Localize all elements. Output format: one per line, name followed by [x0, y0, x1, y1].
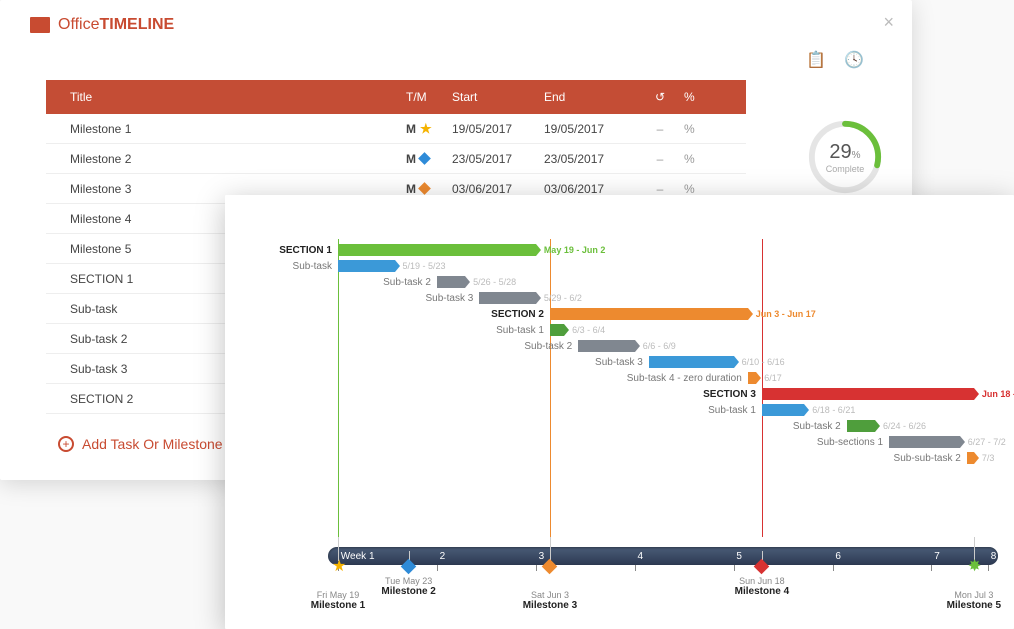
diamond-icon: [401, 559, 417, 575]
gantt-bar[interactable]: Sub-sections 16/27 - 7/2: [889, 435, 1006, 449]
gantt-bar[interactable]: Sub-sub-task 27/3: [967, 451, 995, 465]
milestone-marker[interactable]: [543, 561, 557, 575]
table-row[interactable]: Milestone 1M★19/05/201719/05/2017–%: [46, 114, 746, 144]
plus-icon: +: [58, 436, 74, 452]
section-divider: [550, 239, 551, 537]
star-icon: ★: [420, 123, 432, 135]
axis-tick: 8: [988, 547, 996, 565]
diamond-icon: [542, 559, 558, 575]
milestone-marker[interactable]: ★: [331, 561, 345, 575]
add-task-button[interactable]: + Add Task Or Milestone: [58, 436, 223, 452]
gantt-chart: Week 1 2 3 4 5 6 7 8 SECTION 1May 19 - J…: [243, 223, 996, 611]
col-history[interactable]: ↺: [636, 90, 684, 104]
history-icon[interactable]: 🕓: [844, 50, 864, 70]
col-end[interactable]: End: [544, 90, 636, 104]
diamond-icon: [754, 559, 770, 575]
close-button[interactable]: ×: [883, 12, 894, 33]
diamond-icon: [418, 182, 431, 195]
gantt-bar[interactable]: Sub-task 35/29 - 6/2: [479, 291, 582, 305]
axis-tick: 4: [635, 547, 643, 565]
progress-label: Complete: [826, 164, 865, 174]
axis-tick: 6: [833, 547, 841, 565]
milestone-marker[interactable]: [402, 561, 416, 575]
milestone-label: Sat Jun 3Milestone 3: [523, 590, 577, 611]
milestone-marker[interactable]: ✸: [967, 561, 981, 575]
gantt-bar[interactable]: Sub-task 16/3 - 6/4: [550, 323, 605, 337]
add-task-label: Add Task Or Milestone: [82, 436, 223, 452]
diamond-icon: [418, 152, 431, 165]
app-logo-icon: [30, 17, 50, 33]
gantt-bar[interactable]: Sub-task 16/18 - 6/21: [762, 403, 855, 417]
col-start[interactable]: Start: [452, 90, 544, 104]
clipboard-icon[interactable]: 📋: [806, 50, 826, 70]
app-title: OfficeTIMELINE: [58, 16, 174, 34]
progress-donut: 29% Complete: [806, 118, 884, 196]
milestone-marker[interactable]: [755, 561, 769, 575]
gantt-bar[interactable]: Sub-task5/19 - 5/23: [338, 259, 446, 273]
gantt-bar[interactable]: SECTION 1May 19 - Jun 2: [338, 243, 605, 257]
gantt-bar[interactable]: Sub-task 4 - zero duration6/17: [748, 371, 782, 385]
star-icon: ★: [332, 561, 344, 573]
axis-tick: 5: [734, 547, 742, 565]
milestone-label: Mon Jul 3Milestone 5: [947, 590, 1001, 611]
table-header: Title T/M Start End ↺ %: [46, 80, 746, 114]
timeline-axis: Week 1 2 3 4 5 6 7 8: [328, 547, 998, 565]
app-brand: OfficeTIMELINE: [30, 16, 174, 34]
gantt-bar[interactable]: SECTION 2Jun 3 - Jun 17: [550, 307, 816, 321]
col-percent[interactable]: %: [684, 90, 724, 104]
col-tm[interactable]: T/M: [406, 90, 452, 104]
gantt-bar[interactable]: SECTION 3Jun 18 - Jul 3: [762, 387, 1014, 401]
timeline-render-window: Week 1 2 3 4 5 6 7 8 SECTION 1May 19 - J…: [225, 195, 1014, 629]
section-divider: [338, 239, 339, 537]
progress-value: 29: [829, 141, 851, 163]
gantt-bar[interactable]: Sub-task 25/26 - 5/28: [437, 275, 516, 289]
milestone-label: Sun Jun 18Milestone 4: [735, 576, 789, 597]
gantt-bar[interactable]: Sub-task 36/10 - 6/16: [649, 355, 785, 369]
milestone-label: Tue May 23Milestone 2: [381, 576, 435, 597]
burst-icon: ✸: [968, 561, 980, 573]
milestone-label: Fri May 19Milestone 1: [311, 590, 365, 611]
gantt-bar[interactable]: Sub-task 26/6 - 6/9: [578, 339, 676, 353]
axis-tick: 7: [931, 547, 939, 565]
axis-tick: 2: [437, 547, 445, 565]
table-row[interactable]: Milestone 2M23/05/201723/05/2017–%: [46, 144, 746, 174]
gantt-bar[interactable]: Sub-task 26/24 - 6/26: [847, 419, 926, 433]
col-title[interactable]: Title: [46, 90, 406, 104]
